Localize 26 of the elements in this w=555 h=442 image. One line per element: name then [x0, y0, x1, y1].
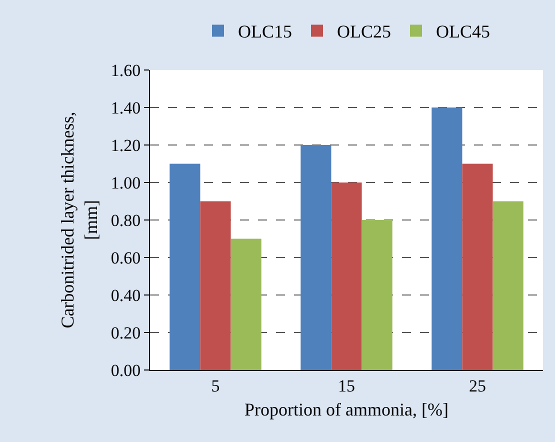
y-axis-title: Carbonitrided layer thickness, [mm] [58, 112, 102, 328]
x-tick-label: 15 [338, 376, 355, 396]
bar [170, 164, 200, 370]
x-axis-title: Proportion of ammonia, [%] [244, 400, 448, 420]
y-tick-label: 1.20 [110, 136, 141, 155]
bar [200, 201, 231, 370]
bar [331, 182, 362, 370]
bar [362, 220, 392, 370]
y-tick-label: 0.20 [110, 323, 141, 342]
legend-label: OLC25 [337, 22, 391, 42]
legend-label: OLC45 [436, 22, 490, 42]
bar [432, 108, 462, 370]
y-tick-label: 0.40 [110, 286, 141, 305]
bar [300, 145, 332, 370]
x-tick-label: 5 [211, 376, 220, 396]
y-tick-label: 0.60 [110, 248, 141, 268]
bar [230, 238, 262, 370]
bar [462, 164, 493, 370]
x-tick-label: 25 [469, 376, 486, 396]
legend-label: OLC15 [238, 22, 292, 42]
y-tick-label: 1.00 [110, 173, 141, 192]
bar [492, 201, 524, 370]
y-tick-label: 0.80 [110, 210, 141, 230]
y-tick-label: 1.60 [110, 60, 141, 80]
y-tick-label: 0.00 [110, 360, 141, 380]
y-tick-label: 1.40 [110, 98, 141, 118]
